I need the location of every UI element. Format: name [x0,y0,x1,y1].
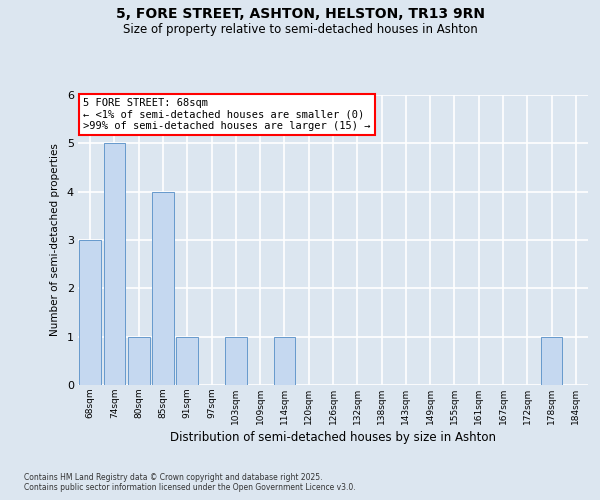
Bar [274,336,295,385]
Bar [128,336,149,385]
Text: Contains HM Land Registry data © Crown copyright and database right 2025.
Contai: Contains HM Land Registry data © Crown c… [24,473,356,492]
Bar [541,336,562,385]
Bar [79,240,101,385]
Text: Size of property relative to semi-detached houses in Ashton: Size of property relative to semi-detach… [122,22,478,36]
X-axis label: Distribution of semi-detached houses by size in Ashton: Distribution of semi-detached houses by … [170,431,496,444]
Bar [225,336,247,385]
Bar [176,336,198,385]
Bar [104,144,125,385]
Text: 5 FORE STREET: 68sqm
← <1% of semi-detached houses are smaller (0)
>99% of semi-: 5 FORE STREET: 68sqm ← <1% of semi-detac… [83,98,371,131]
Text: 5, FORE STREET, ASHTON, HELSTON, TR13 9RN: 5, FORE STREET, ASHTON, HELSTON, TR13 9R… [115,8,485,22]
Y-axis label: Number of semi-detached properties: Number of semi-detached properties [50,144,60,336]
Bar [152,192,174,385]
